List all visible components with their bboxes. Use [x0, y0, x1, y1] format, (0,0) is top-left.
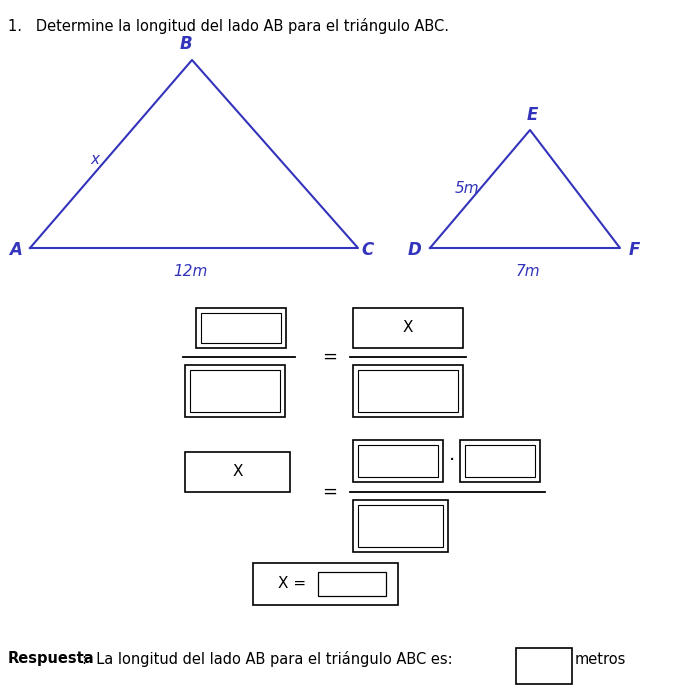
Text: metros: metros	[575, 651, 626, 667]
Text: =: =	[322, 483, 338, 501]
Text: X: X	[403, 320, 413, 335]
Bar	[253, 563, 398, 605]
Text: 12m: 12m	[173, 265, 207, 279]
Bar	[190, 370, 280, 412]
Bar	[353, 365, 463, 417]
Bar	[353, 308, 463, 348]
Bar	[318, 572, 386, 596]
Bar	[185, 365, 285, 417]
Text: B: B	[180, 35, 192, 53]
Text: 1.   Determine la longitud del lado AB para el triángulo ABC.: 1. Determine la longitud del lado AB par…	[8, 18, 449, 34]
Text: F: F	[628, 241, 640, 259]
Text: X: X	[232, 464, 243, 480]
Text: E: E	[526, 106, 538, 124]
Text: 5m: 5m	[454, 180, 480, 195]
Bar	[358, 370, 458, 412]
Text: :  La longitud del lado AB para el triángulo ABC es:: : La longitud del lado AB para el triáng…	[82, 651, 453, 667]
Text: A: A	[10, 241, 22, 259]
Text: D: D	[408, 241, 422, 259]
Bar	[516, 648, 572, 684]
Text: C: C	[362, 241, 374, 259]
Bar	[358, 445, 438, 477]
Text: =: =	[322, 348, 338, 366]
Bar	[353, 440, 443, 482]
Bar	[353, 500, 448, 552]
Text: ·: ·	[449, 452, 455, 471]
Bar	[460, 440, 540, 482]
Text: Respuesta: Respuesta	[8, 651, 94, 667]
Bar	[358, 505, 443, 547]
Text: X =: X =	[278, 577, 306, 592]
Bar	[196, 308, 286, 348]
Bar	[201, 313, 281, 343]
Bar	[185, 452, 290, 492]
Text: x: x	[90, 152, 99, 168]
Bar	[465, 445, 535, 477]
Text: 7m: 7m	[516, 265, 540, 279]
